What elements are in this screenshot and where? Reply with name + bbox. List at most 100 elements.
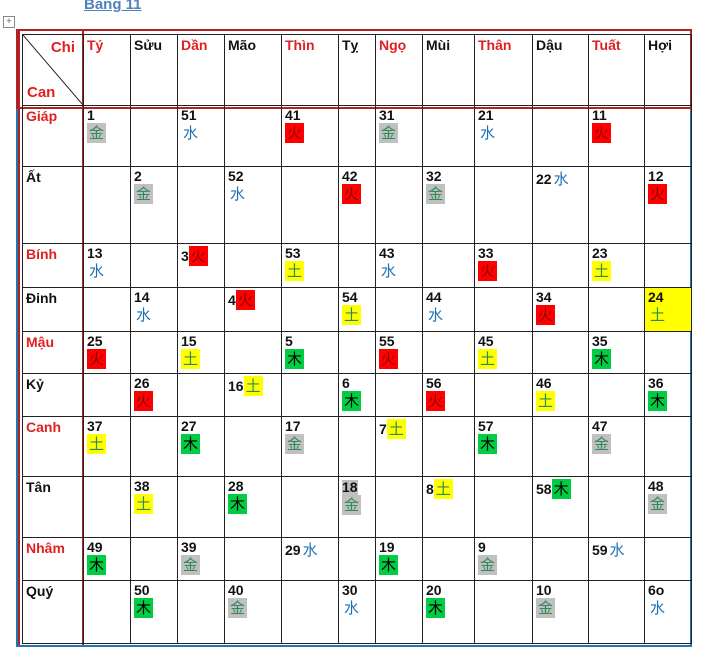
cell: 13 水 xyxy=(83,243,131,288)
element-glyph: 水 xyxy=(428,306,444,324)
cell xyxy=(422,243,475,288)
element-glyph: 水 xyxy=(553,170,569,188)
cell-number: 53 xyxy=(285,245,301,261)
cell xyxy=(644,243,692,288)
can-label: Ất xyxy=(22,166,84,244)
element-glyph: 木 xyxy=(648,391,668,411)
cell xyxy=(338,243,376,288)
cell: 23 土 xyxy=(588,243,645,288)
can-label: Kỷ xyxy=(22,373,84,417)
cell xyxy=(177,580,225,644)
element-glyph: 水 xyxy=(230,185,246,203)
cell-number: 19 xyxy=(379,539,395,555)
can-row: Nhâm 49 木 39 金 29 水 19 木 9 金 59 水 xyxy=(22,537,692,581)
header-row: Chi Can Tý Sửu Dần Mão Thìn Tỵ Ngọ Mùi Thân Dậu Tu… xyxy=(22,34,692,106)
cell-number: 48 xyxy=(648,478,664,494)
cell-number: 9 xyxy=(478,539,486,555)
cell xyxy=(130,537,178,581)
element-glyph: 土 xyxy=(648,305,668,325)
cell-number: 31 xyxy=(379,107,395,123)
cell: 19 木 xyxy=(375,537,423,581)
cell xyxy=(588,287,645,332)
cell-number: 4 xyxy=(228,292,236,308)
cell xyxy=(588,373,645,417)
chi-header: Mão xyxy=(224,34,282,106)
cell-number: 56 xyxy=(426,375,442,391)
cell xyxy=(474,166,533,244)
element-glyph: 木 xyxy=(592,349,612,369)
cell-number: 8 xyxy=(426,481,434,497)
diagonal-line xyxy=(23,35,83,105)
chi-header: Tỵ xyxy=(338,34,376,106)
cell-number: 5 xyxy=(285,333,293,349)
corner-can-label: Can xyxy=(27,84,56,101)
element-glyph: 木 xyxy=(228,494,248,514)
cell-number: 14 xyxy=(134,289,150,305)
cell xyxy=(281,373,339,417)
cell: 38 土 xyxy=(130,476,178,538)
cell-number: 55 xyxy=(379,333,395,349)
cell-number: 46 xyxy=(536,375,552,391)
cell xyxy=(644,537,692,581)
element-glyph: 水 xyxy=(89,262,105,280)
can-chi-table: Chi Can Tý Sửu Dần Mão Thìn Tỵ Ngọ Mùi Thân Dậu Tu… xyxy=(22,34,692,644)
chi-header: Tuất xyxy=(588,34,645,106)
cell xyxy=(338,537,376,581)
element-glyph: 水 xyxy=(381,262,397,280)
can-label: Bính xyxy=(22,243,84,288)
can-row: Tân 38 土 28 木 18 金 8 土 58 木 48 金 xyxy=(22,476,692,538)
cell-number: 3 xyxy=(181,248,189,264)
cell xyxy=(281,580,339,644)
cell xyxy=(281,166,339,244)
cell-number: 45 xyxy=(478,333,494,349)
cell-number: 38 xyxy=(134,478,150,494)
cell xyxy=(83,287,131,332)
cell: 40 金 xyxy=(224,580,282,644)
cell: 47 金 xyxy=(588,416,645,477)
cell: 16 土 xyxy=(224,373,282,417)
cell-number: 29 xyxy=(285,542,301,558)
cell-number: 40 xyxy=(228,582,244,598)
cell xyxy=(422,416,475,477)
cell: 28 木 xyxy=(224,476,282,538)
cell: 39 金 xyxy=(177,537,225,581)
cell-number: 27 xyxy=(181,418,197,434)
cell-number: 18 xyxy=(342,479,358,495)
cell xyxy=(375,287,423,332)
cell xyxy=(177,373,225,417)
cell-number: 52 xyxy=(228,168,244,184)
cell xyxy=(83,580,131,644)
cell: 31 金 xyxy=(375,105,423,167)
element-glyph: 火 xyxy=(134,391,154,411)
cell-number: 2 xyxy=(134,168,142,184)
element-glyph: 火 xyxy=(536,305,556,325)
cell: 54 土 xyxy=(338,287,376,332)
cell: 36 木 xyxy=(644,373,692,417)
element-glyph: 木 xyxy=(134,598,154,618)
cell: 48 金 xyxy=(644,476,692,538)
table-move-handle-icon[interactable]: + xyxy=(3,16,15,28)
cell xyxy=(224,537,282,581)
element-glyph: 土 xyxy=(243,376,263,396)
element-glyph: 火 xyxy=(235,290,255,310)
cell xyxy=(375,166,423,244)
cell-number: 51 xyxy=(181,107,197,123)
element-glyph: 水 xyxy=(480,124,496,142)
cell xyxy=(375,373,423,417)
chi-header: Ngọ xyxy=(375,34,423,106)
cell xyxy=(281,287,339,332)
cell: 24 土 xyxy=(644,287,692,332)
can-label: Canh xyxy=(22,416,84,477)
cell xyxy=(532,105,589,167)
element-glyph: 土 xyxy=(87,434,107,454)
chi-header: Dần xyxy=(177,34,225,106)
cell: 57 木 xyxy=(474,416,533,477)
cell: 22 水 xyxy=(532,166,589,244)
element-glyph: 金 xyxy=(536,598,556,618)
cell xyxy=(474,476,533,538)
cell-number: 54 xyxy=(342,289,358,305)
can-label: Giáp xyxy=(22,105,84,167)
cell-number: 36 xyxy=(648,375,664,391)
cell-number: 20 xyxy=(426,582,442,598)
